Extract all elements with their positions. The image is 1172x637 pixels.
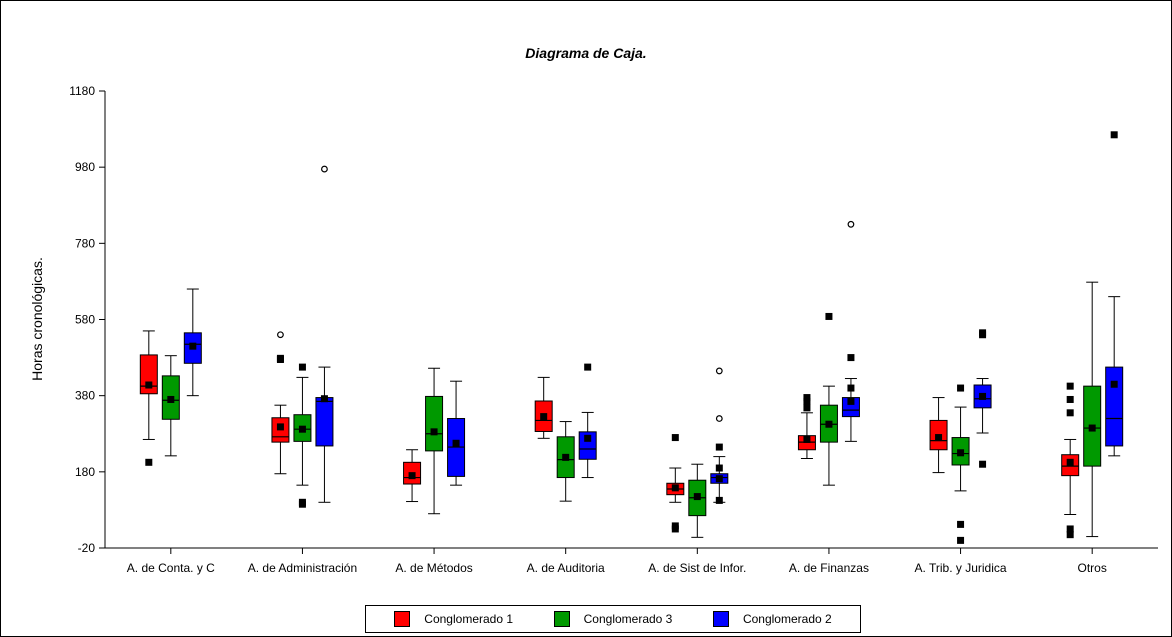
mean-marker bbox=[671, 484, 679, 492]
outlier-point bbox=[803, 394, 811, 402]
mean-marker bbox=[935, 434, 943, 442]
outlier-point bbox=[584, 363, 592, 371]
outlier-point bbox=[715, 415, 723, 422]
x-tick-label: Otros bbox=[1078, 561, 1107, 575]
mean-marker bbox=[715, 475, 723, 483]
mean-marker bbox=[562, 453, 570, 461]
outlier-point bbox=[803, 404, 811, 412]
y-tick-label: 580 bbox=[75, 313, 95, 327]
x-tick-label: A. de Métodos bbox=[395, 561, 472, 575]
mean-marker bbox=[430, 428, 438, 436]
outlier-point bbox=[715, 496, 723, 504]
y-tick-label: 380 bbox=[75, 389, 95, 403]
legend-label: Conglomerado 3 bbox=[583, 612, 673, 626]
outlier-point bbox=[847, 384, 855, 392]
outlier-point bbox=[847, 354, 855, 362]
outlier-point bbox=[671, 434, 679, 442]
legend-swatch bbox=[712, 611, 729, 627]
outlier-point bbox=[145, 458, 153, 466]
box-3-4 bbox=[578, 431, 597, 460]
outlier-point bbox=[847, 220, 855, 228]
outlier-point bbox=[715, 443, 723, 451]
outlier-point bbox=[957, 520, 965, 528]
legend-label: Conglomerado 1 bbox=[424, 612, 514, 626]
mean-marker bbox=[1110, 380, 1118, 388]
y-tick-label: 1180 bbox=[69, 84, 95, 98]
mean-marker bbox=[825, 420, 833, 428]
legend-item-2: Conglomerado 3 bbox=[553, 611, 673, 627]
mean-marker bbox=[452, 439, 460, 447]
y-tick-label: 980 bbox=[75, 160, 95, 174]
outlier-point bbox=[979, 460, 987, 468]
legend-label: Conglomerado 2 bbox=[742, 612, 832, 626]
mean-marker bbox=[298, 425, 306, 433]
outlier-point bbox=[979, 329, 987, 337]
outlier-point bbox=[1066, 395, 1074, 403]
mean-marker bbox=[1088, 424, 1096, 432]
mean-marker bbox=[584, 434, 592, 442]
outlier-point bbox=[1110, 131, 1118, 139]
box-3-8 bbox=[1105, 366, 1124, 447]
outlier-point bbox=[277, 331, 284, 339]
mean-marker bbox=[408, 472, 416, 480]
legend: Conglomerado 1 Conglomerado 3 Conglomera… bbox=[365, 605, 861, 633]
outlier-point bbox=[715, 464, 723, 472]
mean-marker bbox=[847, 397, 855, 405]
box-2-3 bbox=[425, 395, 444, 452]
x-tick-label: A. de Administración bbox=[248, 561, 357, 575]
x-tick-label: A. de Conta. y C bbox=[127, 561, 215, 575]
mean-marker bbox=[189, 342, 197, 350]
x-tick-label: A. de Auditoria bbox=[527, 561, 605, 575]
mean-marker bbox=[276, 423, 284, 431]
outlier-point bbox=[1066, 409, 1074, 417]
y-tick-label: -20 bbox=[78, 541, 96, 555]
x-tick-label: A. de Sist de Infor. bbox=[648, 561, 746, 575]
mean-marker bbox=[693, 493, 701, 501]
legend-swatch bbox=[394, 611, 411, 627]
outlier-point bbox=[276, 354, 284, 362]
outlier-point bbox=[803, 397, 811, 405]
mean-marker bbox=[979, 392, 987, 400]
chart-title: Diagrama de Caja. bbox=[525, 45, 647, 61]
x-tick-label: A. de Finanzas bbox=[789, 561, 869, 575]
outlier-point bbox=[1066, 382, 1074, 390]
mean-marker bbox=[167, 395, 175, 403]
outlier-point bbox=[298, 498, 306, 506]
mean-marker bbox=[957, 449, 965, 457]
outlier-point bbox=[1066, 525, 1074, 533]
legend-item-3: Conglomerado 2 bbox=[712, 611, 832, 627]
outlier-point bbox=[957, 536, 965, 544]
outlier-point bbox=[298, 363, 306, 371]
mean-marker bbox=[1066, 458, 1074, 466]
outlier-point bbox=[825, 312, 833, 320]
box-plot-area: -20 180 380 580 780 980 1180 A. de Conta. y C A.… bbox=[69, 84, 1158, 575]
mean-marker bbox=[540, 413, 548, 421]
mean-marker bbox=[145, 381, 153, 389]
y-tick-label: 180 bbox=[75, 465, 95, 479]
mean-marker bbox=[803, 435, 811, 443]
outlier-point bbox=[321, 165, 328, 173]
outlier-point bbox=[671, 522, 679, 530]
y-tick-label: 780 bbox=[75, 236, 95, 250]
legend-item-1: Conglomerado 1 bbox=[394, 611, 513, 627]
box-1-1 bbox=[139, 354, 158, 395]
outlier-point bbox=[1066, 531, 1074, 539]
box-3-6 bbox=[841, 397, 860, 418]
outlier-point bbox=[957, 384, 965, 392]
x-tick-label: A. Trib. y Juridica bbox=[915, 561, 1007, 575]
mean-marker bbox=[320, 395, 328, 403]
outlier-point bbox=[715, 367, 723, 375]
legend-swatch bbox=[553, 611, 570, 627]
box-3-2 bbox=[315, 397, 334, 447]
